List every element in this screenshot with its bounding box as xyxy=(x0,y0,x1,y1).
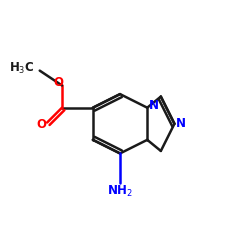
Text: O: O xyxy=(37,118,47,132)
Text: N: N xyxy=(148,99,158,112)
Text: NH$_2$: NH$_2$ xyxy=(107,184,133,199)
Text: O: O xyxy=(53,76,63,89)
Text: N: N xyxy=(176,117,186,130)
Text: H$_3$C: H$_3$C xyxy=(9,60,35,76)
